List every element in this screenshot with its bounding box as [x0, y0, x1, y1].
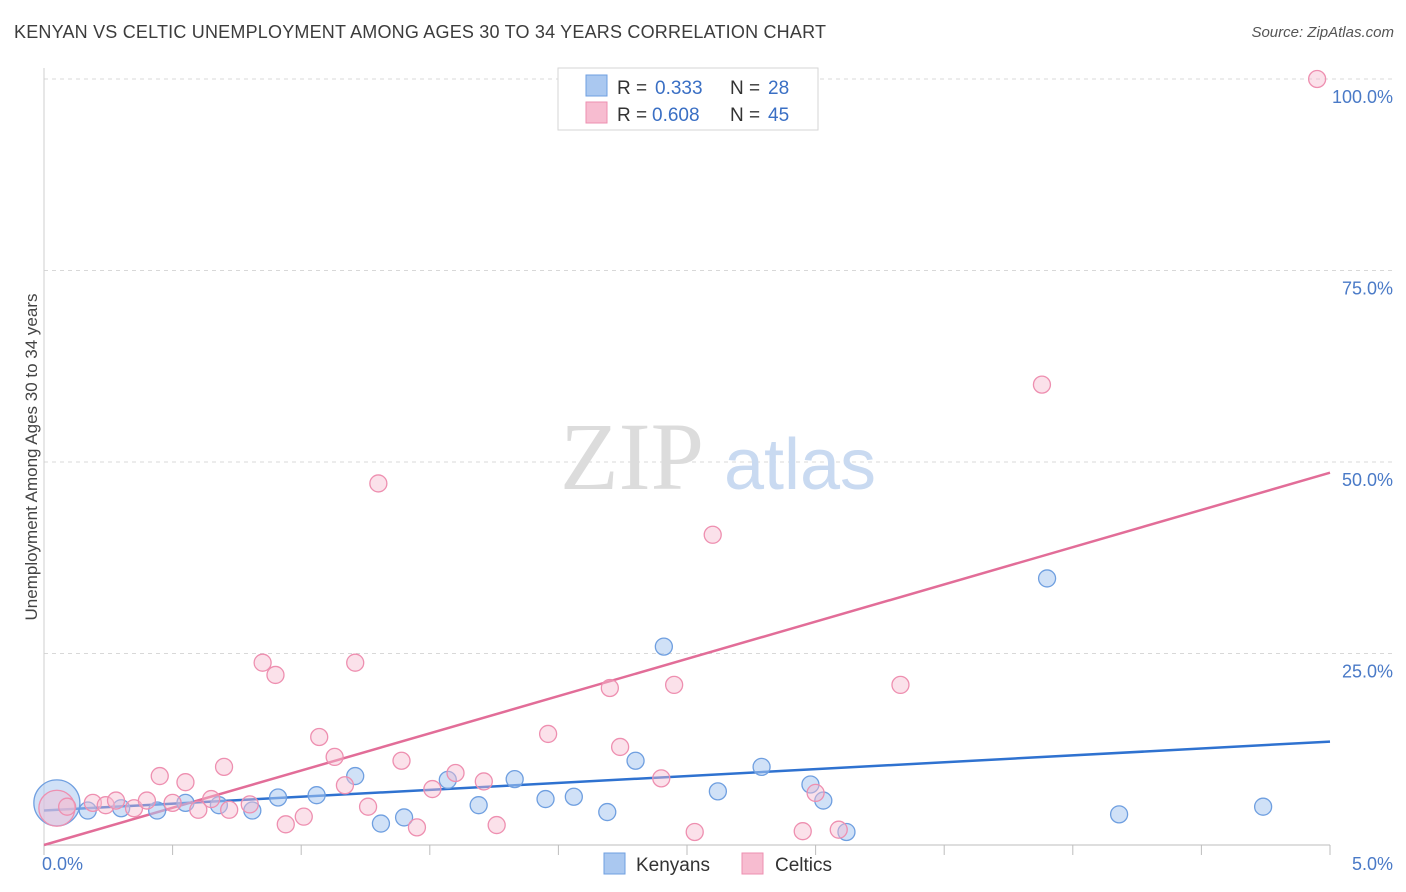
- series-legend-swatch-kenyans: [603, 852, 626, 875]
- legend-r-label-kenyans: R =: [617, 78, 647, 99]
- point-celtics: [220, 800, 239, 819]
- point-kenyans: [1037, 569, 1057, 588]
- series-legend-label-celtics: Celtics: [775, 855, 832, 876]
- point-celtics: [38, 789, 76, 827]
- point-celtics: [358, 797, 378, 816]
- point-celtics: [538, 724, 558, 744]
- point-kenyans: [598, 802, 617, 822]
- point-kenyans: [268, 788, 288, 807]
- point-kenyans: [505, 769, 524, 789]
- legend-n-value-celtics: 45: [768, 105, 789, 126]
- legend-r-value-celtics: 0.608: [652, 105, 700, 126]
- point-celtics: [392, 751, 411, 770]
- point-celtics: [703, 525, 722, 544]
- series-legend: Kenyans Celtics: [603, 852, 832, 876]
- point-celtics: [276, 815, 295, 834]
- point-celtics: [407, 818, 427, 837]
- source-label: Source: ZipAtlas.com: [1251, 24, 1394, 41]
- y-tick-label: 100.0%: [1332, 87, 1393, 107]
- trend-line-kenyans: [43, 740, 1331, 812]
- legend-swatch-celtics: [585, 101, 608, 124]
- chart-title: KENYAN VS CELTIC UNEMPLOYMENT AMONG AGES…: [14, 22, 827, 42]
- trend-line-celtics: [43, 471, 1331, 847]
- point-kenyans: [307, 786, 326, 805]
- point-kenyans: [654, 637, 674, 656]
- point-celtics: [325, 747, 344, 767]
- watermark-atlas: atlas: [724, 425, 876, 505]
- point-celtics: [106, 791, 126, 810]
- data-points: [33, 69, 1327, 842]
- point-kenyans: [469, 796, 488, 815]
- series-legend-swatch-celtics: [741, 852, 764, 875]
- point-celtics: [610, 737, 630, 757]
- axes: [43, 68, 1331, 855]
- point-celtics: [600, 678, 619, 698]
- trend-lines: [43, 471, 1331, 847]
- point-celtics: [793, 822, 812, 841]
- y-tick-label: 25.0%: [1342, 662, 1393, 682]
- point-kenyans: [1253, 797, 1273, 816]
- point-celtics: [346, 653, 365, 672]
- point-celtics: [487, 815, 506, 835]
- legend-n-label-celtics: N =: [730, 105, 760, 126]
- watermark: ZIP atlas: [560, 403, 876, 510]
- point-celtics: [891, 675, 910, 695]
- legend-n-label-kenyans: N =: [730, 78, 760, 99]
- x-tick-label: 5.0%: [1352, 854, 1393, 874]
- point-celtics: [266, 665, 285, 685]
- legend: R = 0.333 N = 28 R = 0.608 N = 45: [557, 67, 819, 131]
- point-celtics: [214, 757, 234, 777]
- point-celtics: [652, 769, 671, 788]
- legend-r-value-kenyans: 0.333: [655, 78, 703, 99]
- point-celtics: [806, 783, 825, 803]
- point-celtics: [150, 766, 169, 786]
- x-tick-label: 0.0%: [42, 854, 83, 874]
- point-kenyans: [394, 808, 414, 827]
- point-kenyans: [346, 766, 365, 786]
- point-celtics: [176, 773, 195, 792]
- point-celtics: [310, 727, 329, 747]
- y-tick-label: 75.0%: [1342, 279, 1393, 299]
- point-celtics: [1307, 69, 1327, 89]
- point-kenyans: [752, 757, 771, 777]
- series-legend-label-kenyans: Kenyans: [636, 855, 710, 876]
- point-celtics: [163, 793, 182, 813]
- point-celtics: [446, 763, 465, 783]
- point-celtics: [57, 797, 77, 816]
- y-tick-label: 50.0%: [1342, 470, 1393, 490]
- point-kenyans: [708, 782, 728, 801]
- point-kenyans: [814, 791, 833, 810]
- point-kenyans: [626, 751, 645, 770]
- point-celtics: [335, 776, 355, 795]
- point-celtics: [474, 772, 493, 791]
- point-celtics: [202, 789, 221, 809]
- grid: [44, 78, 1395, 654]
- point-kenyans: [536, 789, 555, 809]
- point-kenyans: [564, 787, 583, 806]
- point-celtics: [137, 791, 157, 810]
- point-celtics: [96, 796, 115, 815]
- point-celtics: [240, 795, 259, 814]
- point-celtics: [1032, 375, 1052, 394]
- legend-r-label-celtics: R =: [617, 105, 647, 126]
- point-kenyans: [371, 814, 391, 833]
- tick-labels: 25.0% 50.0% 75.0% 100.0% 0.0% 5.0%: [42, 87, 1393, 874]
- point-celtics: [685, 822, 704, 842]
- point-kenyans: [1109, 805, 1129, 824]
- point-celtics: [829, 820, 848, 839]
- legend-swatch-kenyans: [585, 74, 608, 97]
- watermark-zip: ZIP: [560, 403, 704, 510]
- point-celtics: [664, 675, 684, 695]
- legend-n-value-kenyans: 28: [768, 78, 789, 99]
- point-celtics: [369, 474, 388, 493]
- point-celtics: [423, 779, 442, 799]
- point-celtics: [253, 653, 272, 672]
- y-axis-title: Unemployment Among Ages 30 to 34 years: [22, 294, 41, 621]
- point-celtics: [189, 800, 208, 819]
- point-celtics: [294, 807, 313, 826]
